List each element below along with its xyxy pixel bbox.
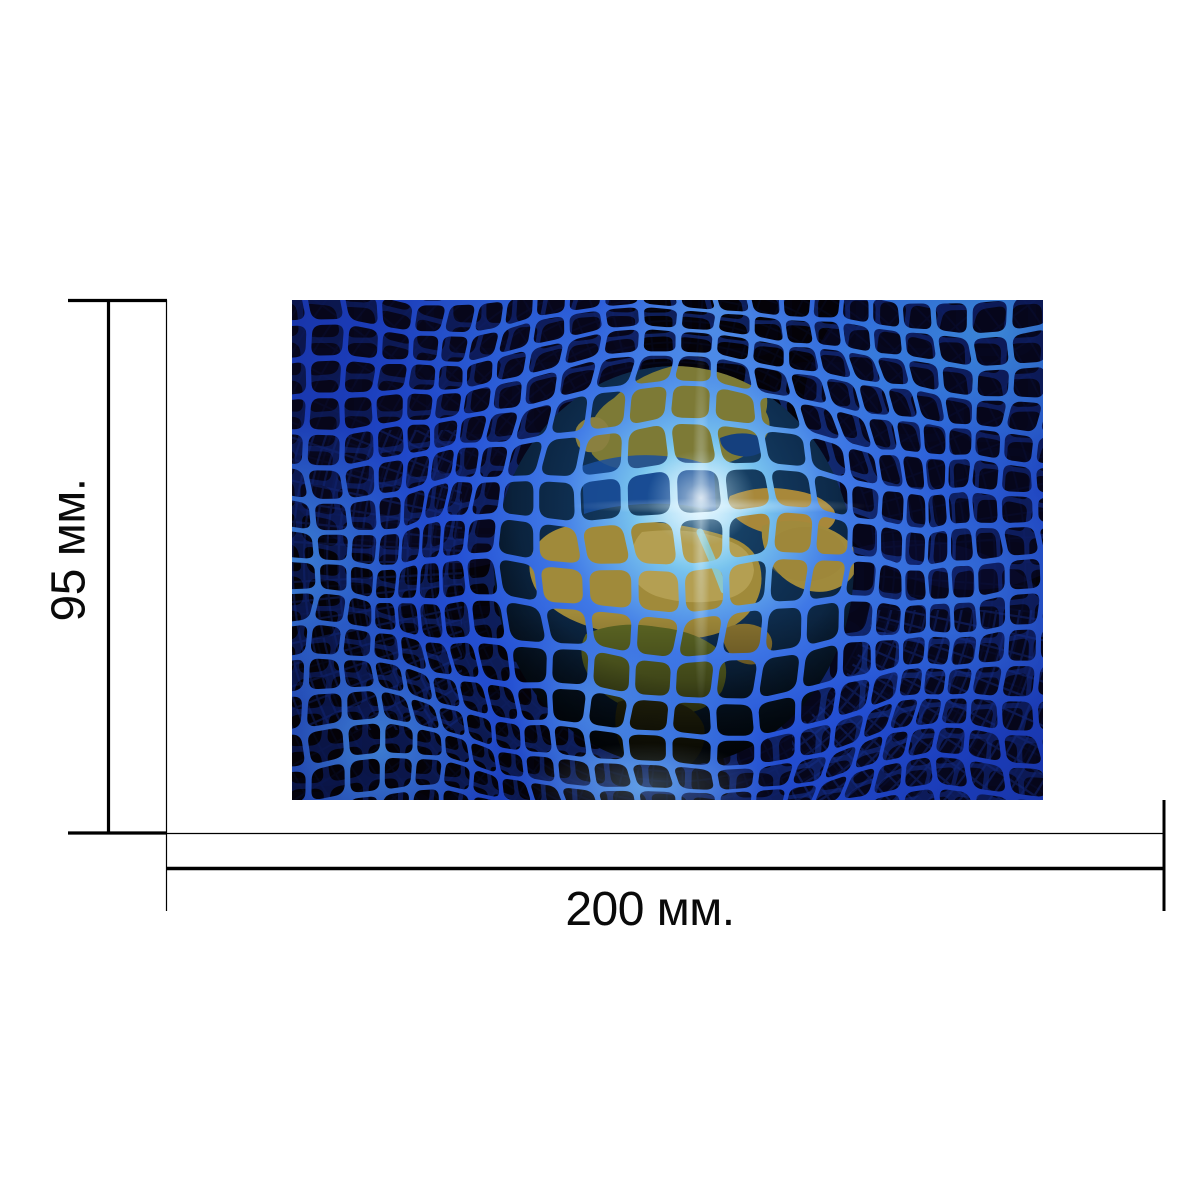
svg-text:200 мм.: 200 мм. [565,883,734,936]
svg-text:95 мм.: 95 мм. [43,478,96,621]
